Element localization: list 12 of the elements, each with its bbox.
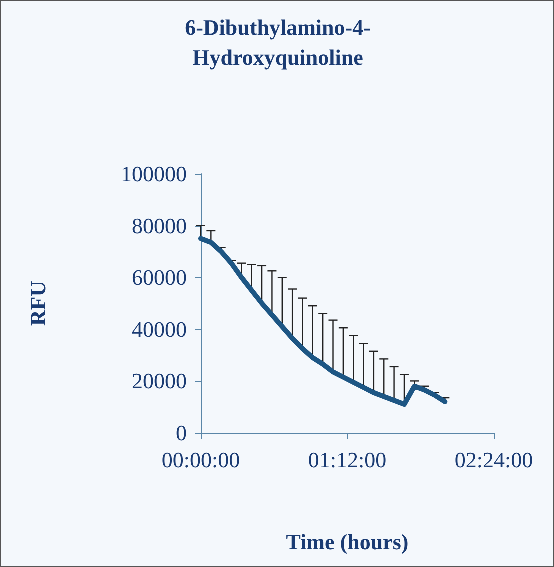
- y-tick-label: 40000: [132, 316, 187, 342]
- y-tick-label: 20000: [132, 368, 187, 394]
- x-axis-title: Time (hours): [286, 530, 409, 554]
- y-tick-label: 100000: [121, 162, 187, 186]
- x-tick-label: 00:00:00: [162, 448, 240, 472]
- y-tick-label: 0: [176, 420, 187, 446]
- y-axis-title: RFU: [26, 280, 50, 326]
- y-tick-label: 80000: [132, 213, 187, 238]
- x-tick-label: 01:12:00: [308, 448, 387, 472]
- y-tick-label: 60000: [132, 265, 187, 290]
- x-tick-label: 02:24:00: [454, 448, 534, 472]
- chart-title: 6-Dibuthylamino-4-Hydroxyquinoline: [184, 14, 372, 72]
